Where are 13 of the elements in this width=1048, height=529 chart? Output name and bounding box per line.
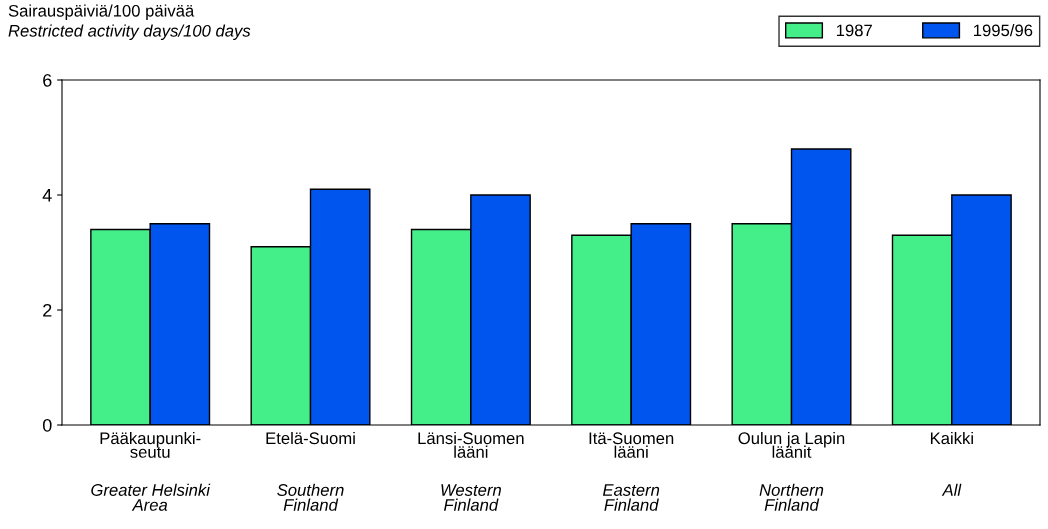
y-tick-label: 2 xyxy=(43,303,52,317)
y-axis-title: Sairauspäiviä/100 päivää Restricted activity days/100 days xyxy=(8,4,251,40)
category-label: Oulun ja Lapin läänit Northern Finland xyxy=(738,431,845,511)
category-label: Länsi-Suomen lääni Western Finland xyxy=(418,431,524,511)
category-label: Pääkaupunki- seutu Greater Helsinki Area xyxy=(91,431,211,511)
y-tick-label: 0 xyxy=(42,418,52,432)
y-tick-label: 6 xyxy=(43,73,52,87)
category-label: Kaikki All xyxy=(930,431,973,496)
legend-label: 1987 xyxy=(836,24,872,37)
legend-label: 1995/96 xyxy=(974,24,1033,37)
category-label: Etelä-Suomi Southern Finland xyxy=(266,431,355,511)
category-label: Itä-Suomen lääni Eastern Finland xyxy=(589,432,674,511)
y-tick-label: 4 xyxy=(42,189,52,202)
